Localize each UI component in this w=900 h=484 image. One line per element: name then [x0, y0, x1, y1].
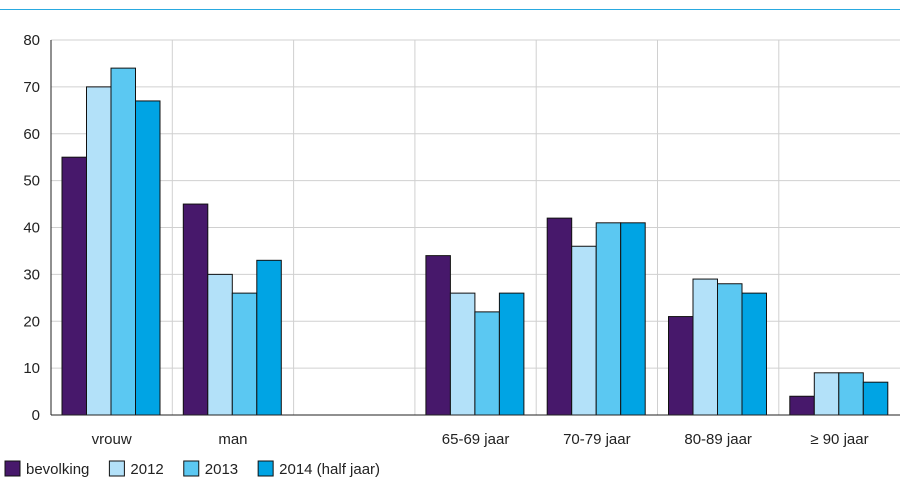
bar — [862, 381, 889, 416]
bar — [620, 222, 646, 416]
y-tick-label: 30 — [23, 266, 40, 283]
bar — [813, 372, 840, 416]
bar — [135, 100, 161, 416]
bar — [571, 245, 597, 416]
legend-label: bevolking — [26, 461, 89, 478]
bar — [182, 203, 209, 416]
bar — [789, 395, 815, 416]
y-tick-label: 50 — [23, 173, 40, 190]
x-tick-label: vrouw — [92, 431, 132, 448]
legend-label: 2013 — [205, 461, 238, 478]
bar — [110, 67, 136, 416]
bar — [838, 372, 864, 416]
bar — [474, 311, 500, 416]
legend-swatch — [4, 460, 21, 477]
y-tick-label: 60 — [23, 126, 40, 143]
top-rule — [0, 9, 900, 10]
x-tick-label: man — [218, 431, 247, 448]
bar — [207, 273, 233, 416]
x-tick-label: 80-89 jaar — [684, 431, 752, 448]
bar — [498, 292, 525, 416]
legend-swatch — [183, 460, 200, 477]
bar — [86, 86, 112, 416]
legend-label: 2014 (half jaar) — [279, 461, 380, 478]
bar — [668, 316, 694, 416]
bar — [692, 278, 718, 416]
y-tick-label: 80 — [23, 32, 40, 49]
bar — [231, 292, 258, 416]
y-tick-label: 20 — [23, 313, 40, 330]
x-tick-label: ≥ 90 jaar — [810, 431, 868, 448]
bar — [595, 222, 622, 416]
legend-swatch — [257, 460, 274, 477]
x-tick-label: 70-79 jaar — [563, 431, 631, 448]
bar — [61, 156, 87, 416]
legend-label: 2012 — [130, 461, 163, 478]
bar — [741, 292, 767, 416]
y-tick-label: 70 — [23, 79, 40, 96]
bar — [449, 292, 476, 416]
bar — [717, 283, 743, 416]
x-tick-label: 65-69 jaar — [442, 431, 510, 448]
bar — [256, 259, 282, 416]
y-tick-label: 10 — [23, 360, 40, 377]
bar — [546, 217, 573, 416]
legend-swatch — [108, 460, 125, 477]
bar — [425, 255, 451, 416]
y-tick-label: 0 — [32, 407, 40, 424]
y-tick-label: 40 — [23, 220, 40, 237]
